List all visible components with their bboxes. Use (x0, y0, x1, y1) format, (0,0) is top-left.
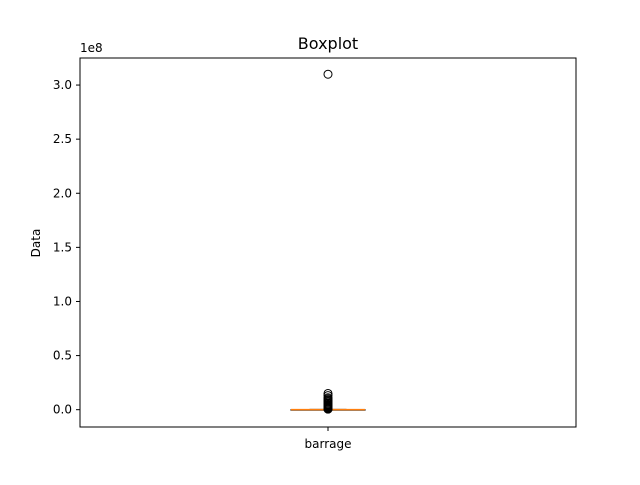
y-tick-label: 1.0 (53, 294, 72, 308)
y-axis-offset-label: 1e8 (80, 41, 103, 55)
outlier-point (323, 404, 333, 414)
x-tick-label: barrage (305, 437, 352, 451)
chart-title: Boxplot (298, 34, 358, 53)
plot-frame (79, 57, 577, 428)
y-tick-label: 0.5 (53, 349, 72, 363)
y-axis-label: Data (29, 229, 43, 258)
y-tick-label: 3.0 (53, 78, 72, 92)
x-axis-ticks: barrage (305, 427, 352, 451)
y-tick-label: 2.5 (53, 132, 72, 146)
plot-marks (290, 69, 366, 414)
y-tick-label: 1.5 (53, 240, 72, 254)
outlier-point (323, 69, 333, 79)
y-tick-label: 2.0 (53, 186, 72, 200)
y-tick-label: 0.0 (53, 403, 72, 417)
y-axis-ticks: 0.0 0.5 1.0 1.5 2.0 2.5 3.0 (53, 78, 80, 417)
